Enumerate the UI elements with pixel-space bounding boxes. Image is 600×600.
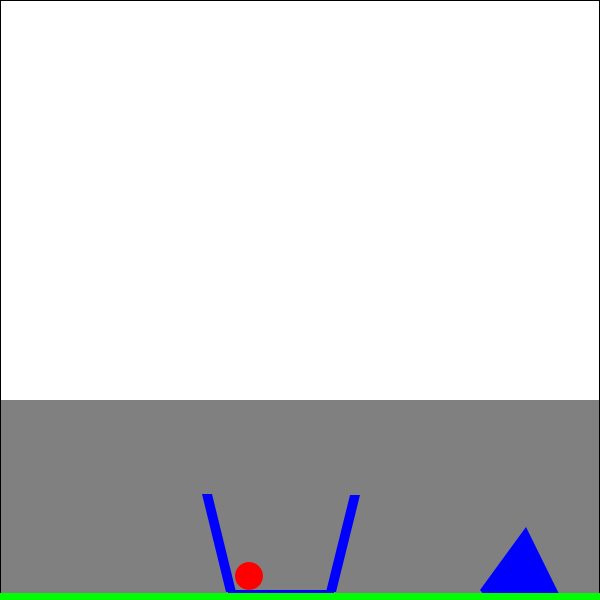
cup: [202, 494, 360, 593]
cup-right-wall: [326, 495, 360, 592]
ball[interactable]: [235, 562, 263, 590]
ground: [0, 593, 600, 600]
triangle-obstacle[interactable]: [480, 527, 562, 600]
gray-zone: [1, 400, 599, 594]
cup-bottom: [228, 590, 334, 593]
cup-left-wall: [202, 494, 236, 592]
